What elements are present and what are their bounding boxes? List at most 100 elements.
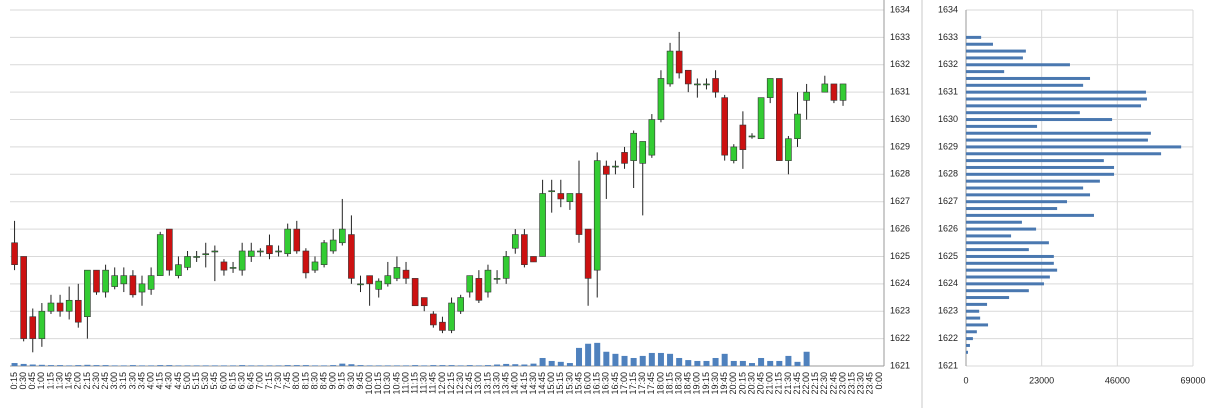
candle-body xyxy=(785,138,792,161)
candle-body xyxy=(821,83,829,93)
candle-body xyxy=(384,275,392,285)
bar xyxy=(966,131,1151,135)
bar xyxy=(966,254,1054,258)
volume-bar xyxy=(530,363,537,366)
volume-bar xyxy=(403,365,410,366)
candle-body xyxy=(493,278,501,280)
candle-body xyxy=(502,256,510,279)
candle-body xyxy=(366,275,373,285)
candle-body xyxy=(229,267,237,269)
y-tick-label: 1632 xyxy=(890,59,910,69)
bar xyxy=(966,90,1146,94)
x-tick-label: 5:30 xyxy=(200,372,210,390)
x-tick-label: 7:15 xyxy=(264,372,274,390)
candle-body xyxy=(575,193,583,235)
bar xyxy=(966,193,1091,197)
y-tick-label: 1634 xyxy=(890,4,910,14)
volume-bar xyxy=(193,365,200,366)
x-tick-label: 12:15 xyxy=(446,372,456,395)
x-tick-label: 16:15 xyxy=(592,372,602,395)
bar xyxy=(966,145,1182,149)
volume-bar xyxy=(412,365,419,366)
bar xyxy=(966,200,1067,204)
candle-body xyxy=(648,119,656,156)
volume-bar xyxy=(739,360,746,366)
candle-body xyxy=(839,83,847,101)
x-tick-label: 2:45 xyxy=(100,372,110,390)
x-tick-label: 1:45 xyxy=(64,372,74,390)
volume-bar xyxy=(648,352,655,366)
volume-bar xyxy=(184,365,191,366)
volume-bar xyxy=(129,365,136,366)
candle-body xyxy=(657,78,665,120)
candle-body xyxy=(266,245,273,255)
x-tick-label: 7:00 xyxy=(255,372,265,390)
volume-bar xyxy=(794,361,801,366)
candle-body xyxy=(20,256,27,339)
x-tick-label: 14:45 xyxy=(537,372,547,395)
x-tick-label: 11:00 xyxy=(400,372,410,394)
candle-body xyxy=(120,275,128,285)
volume-bar xyxy=(266,365,273,366)
candle-body xyxy=(712,78,719,93)
candle-body xyxy=(211,250,219,253)
candle-body xyxy=(511,234,519,249)
x-tick-label: 22:00 xyxy=(801,372,811,395)
x-tick-label: 9:30 xyxy=(346,372,356,390)
candle-body xyxy=(275,250,282,253)
volume-bar xyxy=(621,355,628,366)
x-tick-label: 21:30 xyxy=(783,372,793,395)
candle-body xyxy=(38,310,46,339)
x-tick-label: 20:00 xyxy=(728,372,738,395)
x-tick-label: 4:45 xyxy=(173,372,183,390)
volume-bar xyxy=(566,363,573,366)
y-tick-label: 1633 xyxy=(890,32,910,42)
bar xyxy=(966,186,1084,190)
volume-bar xyxy=(448,365,455,366)
volume-bar xyxy=(730,360,737,366)
x-tick-label: 21:45 xyxy=(792,372,802,395)
volume-bar xyxy=(585,343,592,366)
y-tick-label: 1632 xyxy=(938,59,958,69)
x-tick-label: 6:15 xyxy=(227,372,237,390)
candle-body xyxy=(47,302,55,312)
x-tick-label: 18:15 xyxy=(664,372,674,395)
candle-body xyxy=(193,256,200,258)
bar xyxy=(966,172,1115,176)
x-tick-label: 21:15 xyxy=(774,372,784,395)
x-tick-label: 22:45 xyxy=(828,372,838,395)
x-tick-label: 10:00 xyxy=(364,372,374,395)
candle-body xyxy=(484,269,492,293)
candle-body xyxy=(138,283,146,293)
x-tick-label: 8:00 xyxy=(291,372,301,390)
bar xyxy=(966,323,989,327)
volume-bar xyxy=(557,361,564,366)
bar xyxy=(966,35,982,39)
x-tick-label: 1:30 xyxy=(54,372,64,390)
candle-body xyxy=(329,239,337,252)
x-tick-label: 5:45 xyxy=(209,372,219,390)
x-tick-label: 3:45 xyxy=(136,372,146,390)
volume-bar xyxy=(20,363,27,366)
candle-body xyxy=(530,256,537,263)
candle-body xyxy=(584,228,592,279)
volume-bar xyxy=(430,365,437,366)
x-tick-label: 10:45 xyxy=(391,372,401,395)
volume-bar xyxy=(512,364,519,366)
x-tick-label: 17:45 xyxy=(646,372,656,395)
x-tick-label: 13:15 xyxy=(482,372,492,395)
bar xyxy=(966,275,1050,279)
volume-bar xyxy=(139,365,146,366)
volume-bar xyxy=(321,365,328,366)
volume-bar xyxy=(657,352,664,366)
volume-bar xyxy=(475,365,482,366)
candle-body xyxy=(475,278,483,301)
candle-body xyxy=(721,97,728,156)
x-tick-label: 1:15 xyxy=(45,372,55,390)
x-tick-label: 6:30 xyxy=(237,372,247,390)
candle-body xyxy=(375,280,383,290)
x-tick-label: 4:00 xyxy=(145,372,155,390)
candle-body xyxy=(257,250,264,253)
volume-bar xyxy=(612,353,619,366)
volume-bar xyxy=(38,364,45,366)
